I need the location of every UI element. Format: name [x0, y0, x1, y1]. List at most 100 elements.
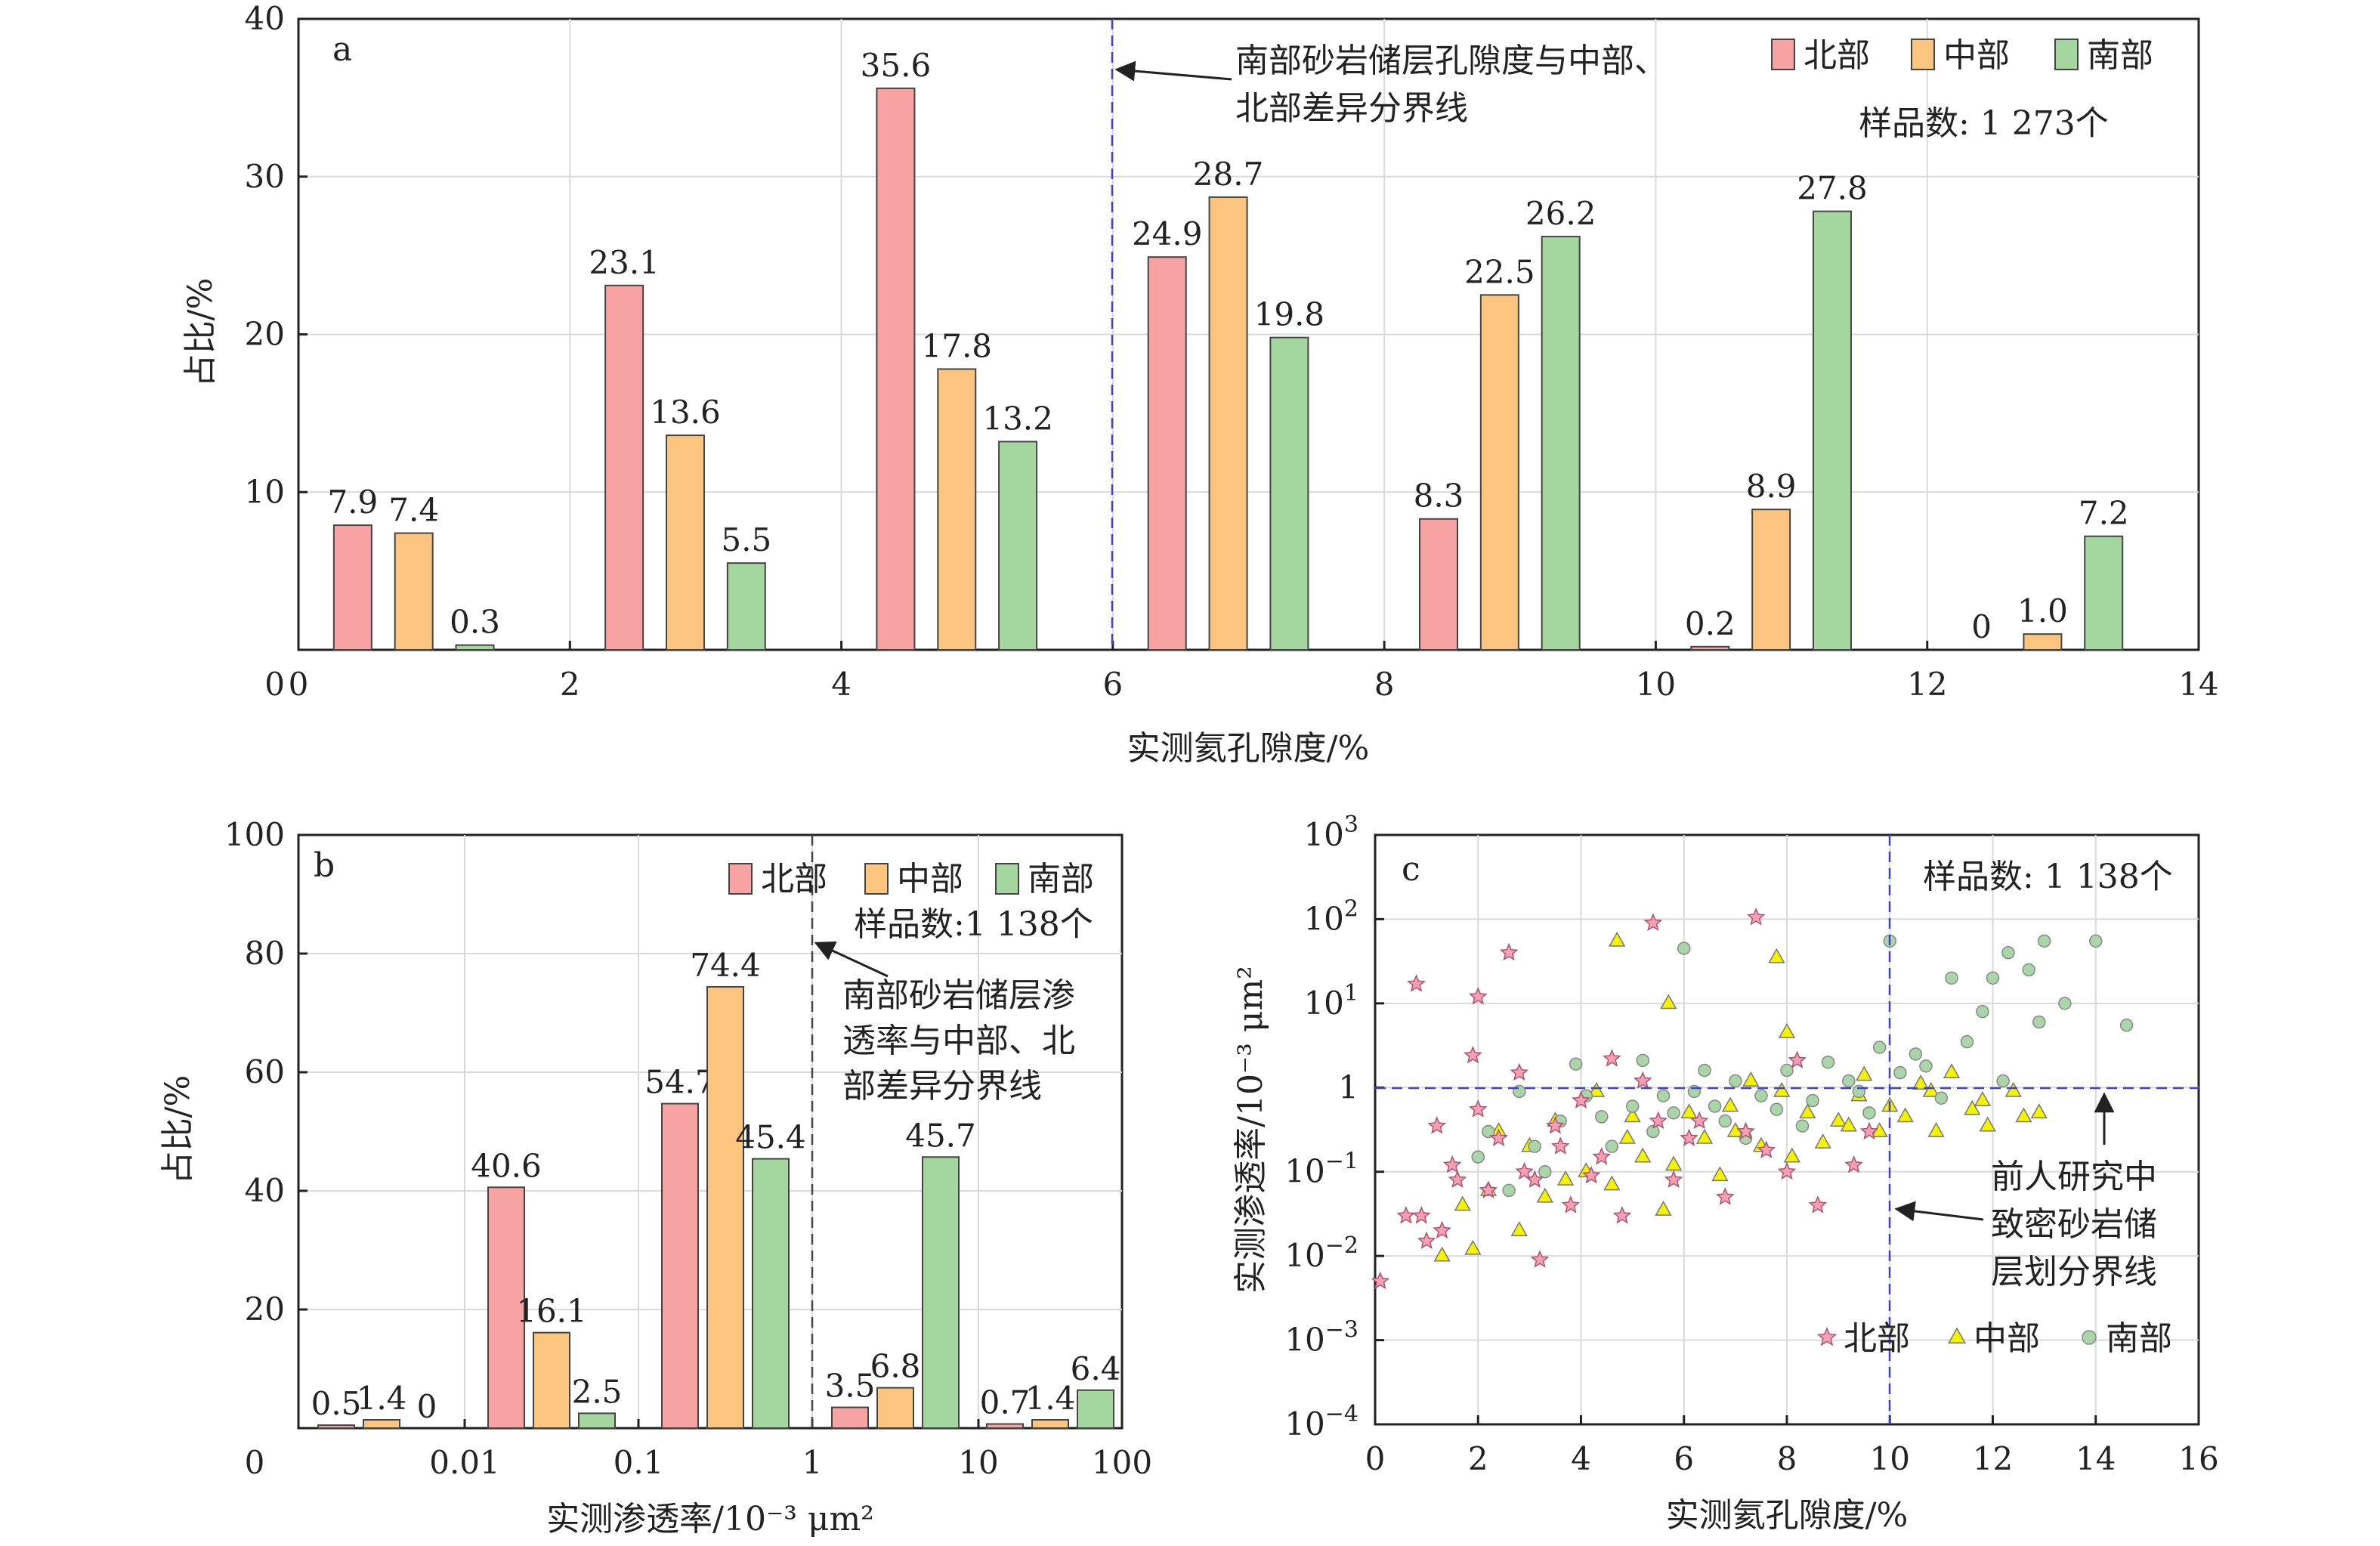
panel-a-bar-value-label: 13.2 — [982, 400, 1053, 437]
panel-c-point-south — [2037, 934, 2051, 948]
panel-c-point-north — [1427, 1116, 1447, 1134]
panel-c-point-south — [1754, 1089, 1768, 1102]
panel-c-point-south — [1538, 1164, 1552, 1179]
panel-a-x-tick-label: 10 — [1636, 666, 1676, 703]
panel-a-x-tick-label: 12 — [1907, 666, 1947, 703]
panel-a-x-tick-label: 14 — [2178, 666, 2218, 703]
panel-c-point-central — [1660, 994, 1677, 1010]
panel-c-point-central — [1609, 931, 1626, 947]
panel-a-x-tick-label: 4 — [831, 666, 852, 703]
panel-c-y-tick-base: 10 — [1303, 985, 1343, 1022]
panel-c-legend-label: 中部 — [1974, 1319, 2040, 1358]
panel-c-point-central — [1927, 1122, 1945, 1137]
panel-c-y-tick-base: 10 — [1303, 816, 1343, 853]
panel-c-point-south — [1862, 1106, 1876, 1120]
panel-c-y-tick-label: 10−1 — [1284, 1149, 1358, 1190]
panel-b-permeability-bar-chart: 0.51.4 040.616.12.554.774.445.43.56.845.7… — [159, 816, 1152, 1538]
panel-c-sample-count: 样品数: 1 138个 — [1923, 858, 2173, 896]
panel-c-point-south — [2001, 946, 2015, 960]
panel-b-bars: 0.51.4 040.616.12.554.774.445.43.56.845.7… — [311, 947, 1120, 1430]
panel-a-bar-value-label: 24.9 — [1132, 215, 1203, 252]
panel-b-bar-value-label: 45.4 — [735, 1119, 806, 1156]
panel-c-point-south — [1919, 1059, 1933, 1073]
panel-b-divider-note-line3: 部差异分界线 — [842, 1067, 1042, 1105]
panel-c-point-central — [1840, 1116, 1857, 1132]
panel-c-point-north — [1407, 974, 1426, 992]
panel-b-bar — [706, 985, 744, 1429]
panel-b-bar — [487, 1186, 525, 1430]
panel-b-y-tick-label: 40 — [245, 1172, 285, 1209]
panel-c-point-central — [2004, 1081, 2022, 1097]
panel-c-y-tick-base: 10 — [1284, 1322, 1324, 1359]
panel-b-bar-value-label: 1.4 — [1025, 1380, 1076, 1417]
panel-b-bar — [876, 1387, 914, 1429]
panel-c-point-north — [1572, 1090, 1590, 1108]
panel-a-bar-value-label: 0.3 — [450, 604, 500, 641]
panel-b-letter: b — [314, 846, 335, 885]
panel-c-y-tick-exponent: 2 — [1344, 895, 1358, 922]
panel-c-y-tick-exponent: 3 — [1344, 812, 1358, 838]
panel-c-point-south — [1636, 1053, 1649, 1068]
panel-c-point-central — [1634, 1147, 1652, 1163]
panel-c-point-central — [1433, 1246, 1451, 1262]
panel-a-bar-value-label: 35.6 — [861, 47, 932, 84]
panel-b-bar-value-label: 1.4 — [357, 1380, 407, 1417]
panel-c-point-north — [1448, 1170, 1467, 1188]
panel-b-y-tick-label: 100 — [224, 816, 285, 853]
panel-b-bar — [986, 1423, 1024, 1430]
panel-c-point-south — [1698, 1063, 1711, 1078]
panel-c-porosity-permeability-scatter: 0 2 4 6 8 10 12 14 1610−410−310−210−11101102103 … — [1232, 812, 2219, 1535]
panel-a-y-tick-label: 10 — [245, 473, 285, 510]
panel-c-point-north — [1581, 1165, 1601, 1184]
panel-c-point-central — [1655, 1200, 1672, 1216]
panel-a-y-tick-label: 40 — [245, 0, 285, 37]
panel-c-x-tick-label: 8 — [1777, 1440, 1797, 1477]
panel-c-point-north — [1612, 1206, 1632, 1224]
panel-c-point-central — [1711, 1166, 1729, 1182]
panel-c-point-north — [1371, 1271, 1390, 1290]
panel-c-y-tick-label: 10−3 — [1284, 1317, 1358, 1359]
panel-c-y-tick-exponent: −4 — [1325, 1401, 1358, 1427]
panel-a-bar — [1812, 210, 1852, 651]
panel-c-point-central — [1778, 1022, 1796, 1038]
panel-c-point-north — [1417, 1231, 1436, 1249]
panel-c-point-south — [1960, 1034, 1974, 1049]
panel-c-point-north — [1808, 1195, 1828, 1214]
panel-b-sample-count: 样品数:1 138个 — [854, 905, 1093, 944]
panel-b-bar-value-label: 0.5 — [311, 1385, 362, 1422]
panel-c-point-north — [1715, 1187, 1735, 1205]
panel-c-point-central — [2030, 1103, 2048, 1119]
panel-b-ticks: 0 0.01 0.1 1 10 100 20 40 60 80 100 — [224, 816, 1152, 1481]
panel-c-point-north — [1561, 1195, 1581, 1214]
panel-c-y-tick-base: 10 — [1284, 1237, 1324, 1274]
panel-c-divider-note-line3: 层划分界线 — [1991, 1253, 2157, 1291]
panel-b-bar-value-label: 74.4 — [690, 947, 761, 984]
panel-c-point-north — [1510, 1062, 1529, 1081]
panel-b-bar — [317, 1424, 355, 1429]
panel-a-bar-value-label: 27.8 — [1797, 170, 1868, 207]
panel-a-legend-label: 中部 — [1943, 36, 2010, 75]
panel-b-y-tick-label: 20 — [245, 1291, 285, 1328]
panel-c-point-south — [1595, 1110, 1609, 1124]
panel-b-bar-value-label: 45.7 — [905, 1117, 976, 1154]
panel-c-y-tick-label: 102 — [1303, 895, 1358, 937]
panel-c-point-south — [1996, 1074, 2010, 1088]
panel-c-point-south — [1770, 1102, 1784, 1116]
panel-c-legend-label: 北部 — [1844, 1319, 1910, 1358]
panel-a-bar — [2084, 535, 2124, 651]
panel-c-point-north — [1479, 1180, 1498, 1198]
panel-a-divider-note-line1: 南部砂岩储层孔隙度与中部、 — [1235, 42, 1668, 80]
panel-c-point-south — [1646, 1124, 1660, 1139]
panel-c-point-central — [1680, 1103, 1698, 1119]
panel-c-point-north — [1689, 1111, 1709, 1130]
panel-a-y-tick-label: 20 — [245, 316, 285, 353]
panel-c-point-south — [1795, 1119, 1810, 1133]
panel-c-point-south — [1945, 971, 1958, 985]
panel-c-point-central — [1536, 1187, 1553, 1203]
panel-a-letter: a — [332, 30, 352, 69]
panel-a-bar — [726, 562, 766, 651]
panel-b-x-tick-label: 100 — [1092, 1444, 1152, 1481]
panel-c-point-central — [1624, 1107, 1641, 1123]
panel-a-bar-value-label: 1.0 — [2017, 592, 2068, 629]
